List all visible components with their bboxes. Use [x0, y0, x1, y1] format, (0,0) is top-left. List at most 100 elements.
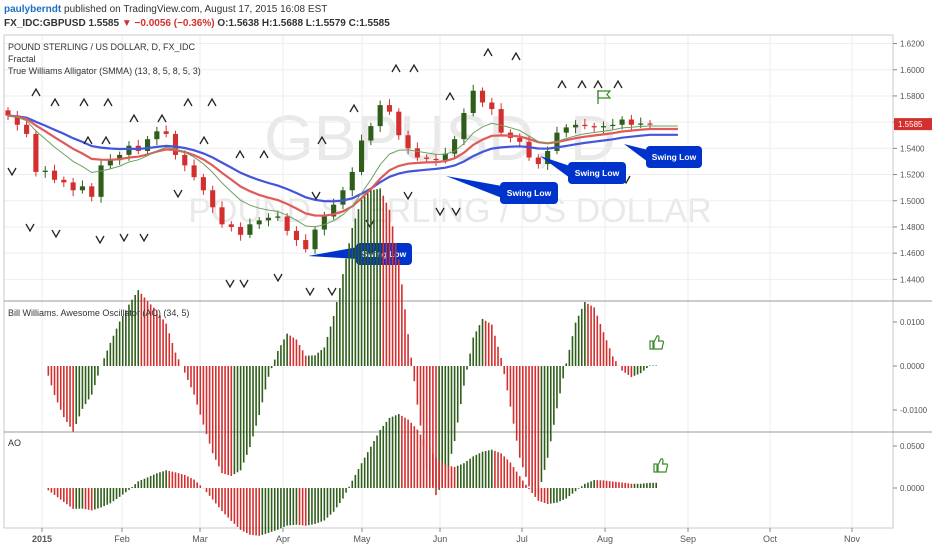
icons [597, 90, 669, 473]
callout-pointer [308, 247, 358, 259]
change: −0.0056 (−0.36%) [134, 18, 215, 29]
candle [498, 109, 504, 133]
candle [14, 115, 20, 125]
ac-pane-title: Bill Williams. Awesome Oscillator (AC) (… [8, 308, 190, 318]
candle [79, 186, 85, 191]
symbol[interactable]: FX_IDC:GBPUSD [4, 18, 86, 29]
publisher-line: paulyberndt published on TradingView.com… [4, 4, 327, 15]
callout-box [568, 162, 626, 184]
fractal-up-icon [409, 63, 419, 73]
swing-low-label: Swing Low [362, 249, 407, 259]
fractal-down-icon [451, 207, 461, 217]
fractal-down-icon [305, 287, 315, 297]
candle [424, 157, 430, 159]
price-tick-label: 1.5400 [900, 144, 925, 153]
fractal-up-icon [557, 79, 567, 89]
callout-pointer [540, 156, 570, 178]
candle [573, 124, 579, 128]
time-tick-label: Mar [192, 534, 208, 544]
ao-pane-title: AO [8, 438, 22, 448]
fractal-up-icon [511, 51, 521, 61]
candle [33, 133, 39, 172]
fractal-down-icon [239, 279, 249, 289]
author-link[interactable]: paulyberndt [4, 4, 62, 15]
fractal-down-icon [311, 191, 321, 201]
fractal-up-icon [445, 91, 455, 101]
fractal-up-icon [259, 149, 269, 159]
candle [433, 158, 439, 161]
price-tick-label: 1.6200 [900, 40, 925, 49]
alligator-lines [7, 114, 678, 228]
candle [526, 141, 532, 158]
candle [396, 111, 402, 136]
fractal-up-icon [317, 135, 327, 145]
symbol-line: FX_IDC:GBPUSD 1.5585 ▼ −0.0056 (−0.36%) … [4, 18, 390, 29]
close-label: C: [348, 18, 360, 29]
fractal-up-icon [593, 79, 603, 89]
candle [200, 177, 206, 191]
candle [610, 124, 616, 127]
high-label: H: [261, 18, 273, 29]
price-tick-label: 1.5000 [900, 197, 925, 206]
published-text: published on TradingView.com, August 17,… [64, 4, 328, 15]
candle [638, 123, 644, 125]
time-tick-label: 2015 [32, 534, 52, 544]
candle [405, 135, 411, 149]
ao-tick-label: 0.0000 [900, 484, 925, 493]
callout-pointer [624, 144, 648, 162]
fractal-up-icon [613, 79, 623, 89]
candle [51, 170, 58, 180]
indicator-alligator-label: True Williams Alligator (SMMA) (13, 8, 5… [8, 66, 201, 76]
candle [600, 126, 607, 128]
candle [349, 171, 355, 191]
fractal-down-icon [435, 207, 445, 217]
candle [154, 131, 160, 140]
fractal-markers [7, 47, 631, 297]
open-label: O: [217, 18, 229, 29]
fractal-down-icon [25, 223, 35, 233]
callout-box [646, 146, 702, 168]
candle [210, 190, 216, 208]
candle [442, 153, 448, 161]
price-tick-label: 1.4800 [900, 223, 925, 232]
swing-low-label: Swing Low [575, 168, 620, 178]
candle [377, 105, 383, 127]
fractal-down-icon [403, 191, 413, 201]
time-tick-label: Jun [433, 534, 448, 544]
candle [303, 240, 309, 250]
candle [628, 119, 634, 125]
candle [163, 131, 169, 134]
swing-callouts: Swing Low Swing Low Swing Low Swing Low [308, 144, 702, 265]
candle [563, 127, 569, 133]
fractal-up-icon [31, 87, 41, 97]
time-tick-label: Nov [844, 534, 861, 544]
alligator-teeth-line [7, 114, 678, 217]
fractal-down-icon [139, 233, 149, 243]
candle [368, 126, 374, 141]
candle [321, 216, 327, 230]
alligator-lips-line [7, 115, 678, 228]
time-tick-label: May [353, 534, 371, 544]
price-tick-label: 1.4600 [900, 249, 925, 258]
candle [535, 157, 541, 165]
down-arrow-icon: ▼ [121, 18, 132, 29]
time-tick-label: Feb [114, 534, 130, 544]
fractal-up-icon [483, 47, 493, 57]
candles [5, 84, 653, 254]
swing-low-label: Swing Low [652, 152, 697, 162]
time-tick-label: Apr [276, 534, 290, 544]
low-label: L: [305, 18, 316, 29]
candle [182, 154, 188, 166]
ac-tick-label: -0.0100 [900, 406, 928, 415]
candle [517, 137, 523, 142]
ac-histogram [47, 188, 658, 496]
candle [238, 226, 244, 235]
fractal-up-icon [199, 135, 209, 145]
candle [331, 204, 337, 217]
close-value: 1.5585 [359, 18, 390, 29]
candle [70, 182, 76, 191]
candle [284, 216, 290, 231]
time-tick-label: Oct [763, 534, 778, 544]
